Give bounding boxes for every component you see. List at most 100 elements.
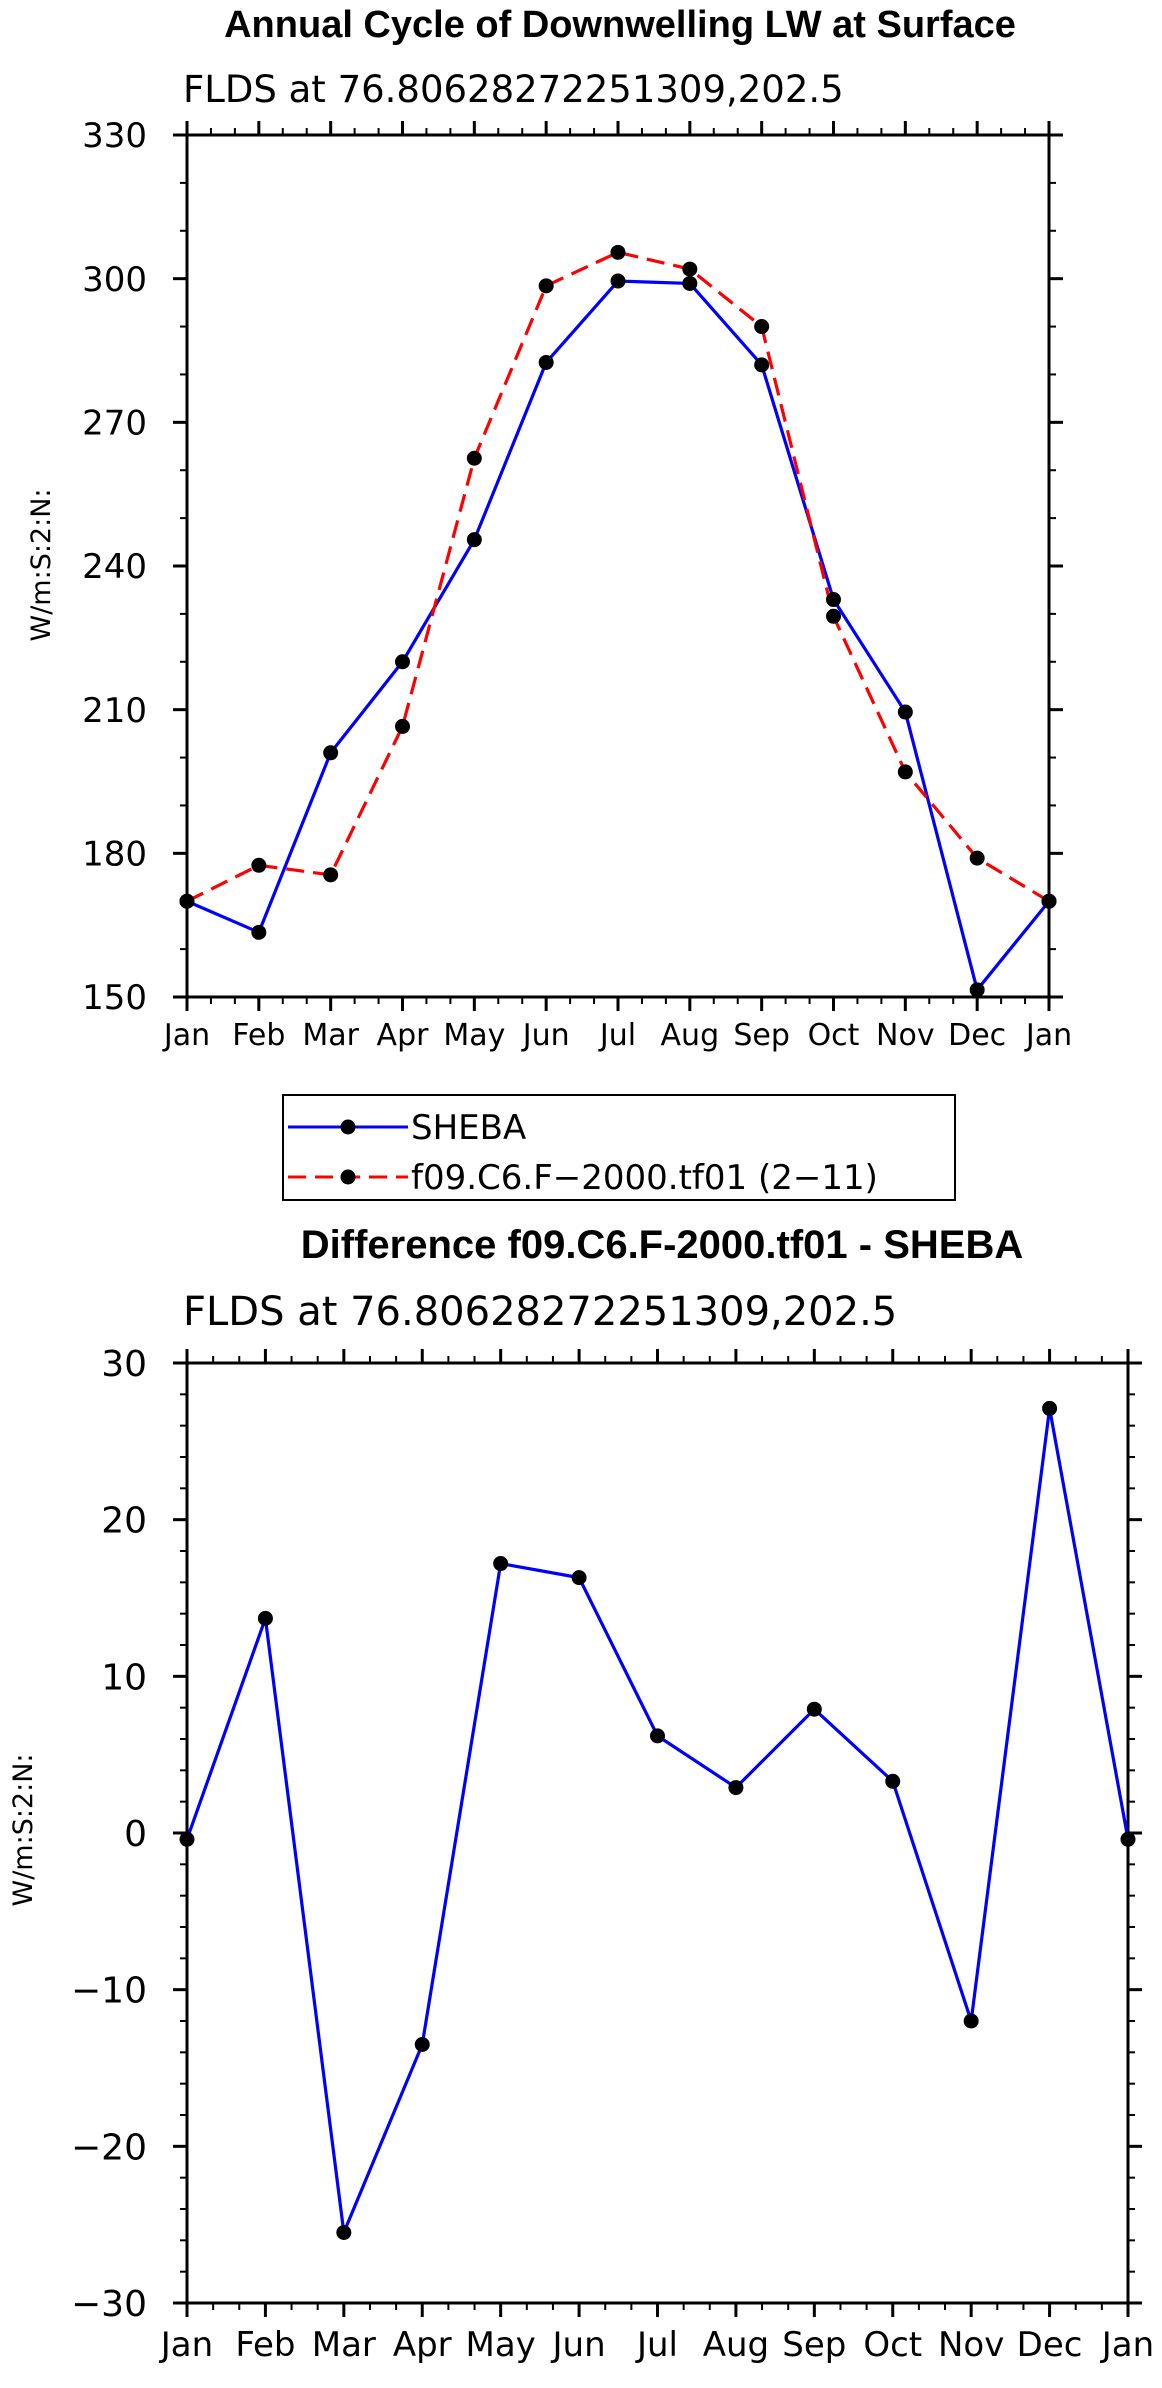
- y-tick-label: 330: [82, 116, 147, 156]
- legend: SHEBA f09.C6.F−2000.tf01 (2−11): [282, 1094, 956, 1201]
- data-point: [466, 532, 482, 548]
- annual-cycle-chart: Annual Cycle of Downwelling LW at Surfac…: [26, 4, 1072, 1053]
- x-tick-label: Jul: [635, 2325, 678, 2365]
- chart1-subtitle: FLDS at 76.80628272251309,202.5: [183, 68, 844, 111]
- data-point: [969, 982, 985, 998]
- data-point: [179, 1831, 195, 1847]
- x-tick-label: Nov: [876, 1018, 935, 1053]
- x-tick-label: Oct: [863, 2325, 922, 2365]
- data-point: [538, 278, 554, 294]
- data-point: [571, 1570, 587, 1586]
- chart2-title: Difference f09.C6.F-2000.tf01 - SHEBA: [301, 1223, 1023, 1267]
- x-tick-label: Jan: [159, 2325, 213, 2365]
- x-tick-label: Mar: [312, 2325, 376, 2365]
- x-tick-label: Jan: [1024, 1018, 1072, 1053]
- x-tick-label: Sep: [782, 2325, 846, 2365]
- data-point: [251, 857, 267, 873]
- chart1-series: [179, 244, 1057, 998]
- data-point: [754, 357, 770, 373]
- data-point: [826, 592, 841, 608]
- data-point: [897, 704, 913, 720]
- data-point: [650, 1728, 665, 1744]
- x-tick-label: Feb: [235, 2325, 295, 2365]
- data-point: [336, 2225, 352, 2240]
- y-tick-label: 270: [82, 404, 147, 444]
- x-tick-label: Aug: [703, 2325, 769, 2365]
- data-point: [179, 893, 195, 909]
- x-tick-label: Jan: [1100, 2325, 1154, 2365]
- chart1-plot-frame: [185, 133, 1051, 999]
- x-tick-label: Dec: [1017, 2325, 1083, 2365]
- x-tick-label: Oct: [808, 1018, 860, 1053]
- x-tick-label: Sep: [733, 1018, 790, 1053]
- data-point: [963, 2013, 979, 2029]
- y-tick-label: −20: [71, 2127, 147, 2168]
- x-tick-label: Feb: [232, 1018, 285, 1053]
- data-point: [1042, 1400, 1058, 1416]
- y-tick-label: 180: [82, 835, 147, 875]
- data-point: [682, 261, 698, 277]
- data-point: [395, 718, 410, 734]
- chart1-title: Annual Cycle of Downwelling LW at Surfac…: [224, 4, 1016, 46]
- x-tick-label: Jul: [598, 1018, 636, 1053]
- chart2-ticks: Jan Feb Mar Apr May Jun Jul Aug Sep Oct Nov Dec Jan−…: [71, 1344, 1154, 2365]
- chart2-plot-frame: [185, 1361, 1130, 2305]
- x-tick-label: Mar: [302, 1018, 359, 1053]
- difference-chart: Difference f09.C6.F-2000.tf01 - SHEBA FL…: [8, 1223, 1154, 2365]
- series-line-f09-c6-f-2000-tf01-2-11-: [186, 250, 1050, 903]
- chart1-ylabel: W/m:S:2:N:: [26, 489, 57, 642]
- y-tick-label: −10: [71, 1971, 147, 2012]
- y-tick-label: 10: [101, 1657, 147, 1698]
- data-point: [257, 1610, 273, 1626]
- y-tick-label: 0: [124, 1814, 147, 1855]
- data-point: [493, 1556, 509, 1572]
- x-tick-label: Aug: [661, 1018, 720, 1053]
- legend-sheba-label: SHEBA: [411, 1108, 526, 1148]
- data-point: [251, 924, 267, 940]
- x-tick-label: May: [443, 1018, 505, 1053]
- chart2-ylabel: W/m:S:2:N:: [8, 1754, 39, 1907]
- series-line-sheba: [186, 279, 1051, 992]
- chart2-series: [179, 1400, 1136, 2240]
- y-tick-label: 20: [101, 1501, 147, 1542]
- data-point: [897, 764, 913, 780]
- legend-model-marker: [340, 1169, 356, 1185]
- x-tick-label: Nov: [938, 2325, 1004, 2365]
- legend-box: [282, 1094, 956, 1201]
- chart2-subtitle: FLDS at 76.80628272251309,202.5: [183, 1289, 897, 1335]
- y-tick-label: 30: [101, 1344, 147, 1385]
- y-tick-label: −30: [71, 2284, 147, 2325]
- data-point: [826, 608, 841, 624]
- series-line-difference: [185, 1406, 1130, 2235]
- data-point: [969, 850, 985, 866]
- data-point: [466, 450, 482, 466]
- y-tick-label: 300: [82, 260, 147, 300]
- y-tick-label: 150: [82, 978, 147, 1018]
- data-point: [610, 273, 626, 289]
- data-point: [1120, 1831, 1136, 1847]
- data-point: [1041, 893, 1057, 909]
- data-point: [610, 244, 626, 260]
- data-point: [414, 2037, 430, 2052]
- chart1-ticks: Jan Feb Mar Apr May Jun Jul Aug Sep Oct Nov Dec Jan 1…: [82, 116, 1072, 1053]
- data-point: [682, 275, 698, 291]
- x-tick-label: Jun: [521, 1018, 570, 1053]
- data-point: [806, 1701, 822, 1717]
- x-tick-label: Dec: [948, 1018, 1006, 1053]
- data-point: [728, 1780, 744, 1796]
- data-point: [323, 867, 339, 883]
- data-point: [538, 354, 554, 370]
- data-point: [323, 745, 339, 761]
- data-point: [395, 654, 410, 670]
- x-tick-label: Jun: [551, 2325, 606, 2365]
- x-tick-label: Jan: [162, 1018, 210, 1053]
- y-tick-label: 210: [82, 691, 147, 731]
- data-point: [754, 319, 770, 335]
- legend-model-label: f09.C6.F−2000.tf01 (2−11): [411, 1158, 878, 1198]
- x-tick-label: May: [466, 2325, 536, 2365]
- data-point: [885, 1773, 901, 1789]
- x-tick-label: Apr: [393, 2325, 452, 2365]
- x-tick-label: Apr: [377, 1018, 430, 1053]
- legend-sheba-marker: [340, 1119, 356, 1135]
